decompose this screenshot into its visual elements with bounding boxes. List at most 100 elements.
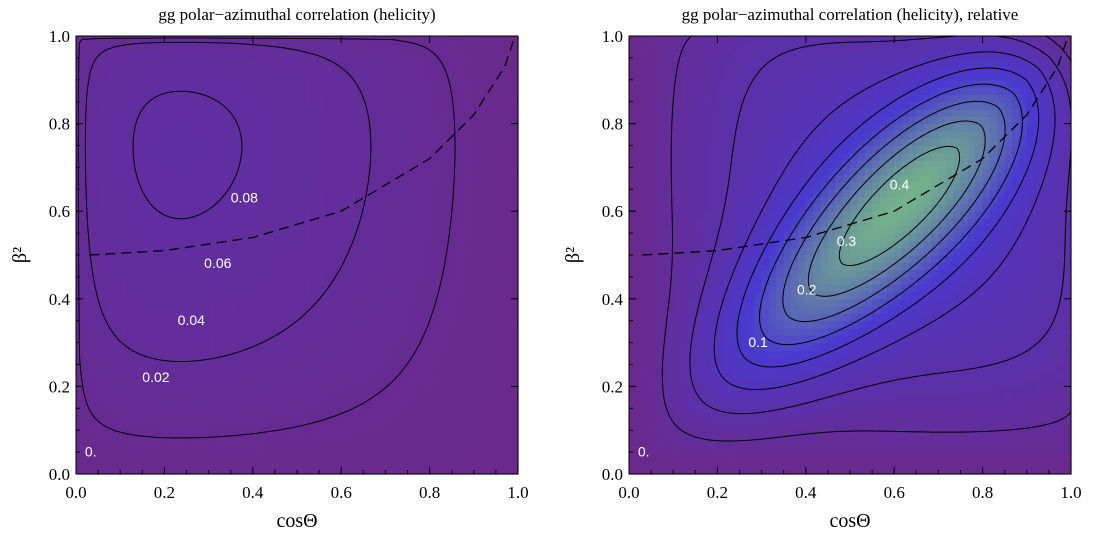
heatmap-cell (466, 211, 475, 220)
heatmap-cell (916, 357, 925, 366)
heatmap-cell (289, 306, 298, 314)
heatmap-cell (134, 167, 143, 176)
heatmap-cell (945, 349, 954, 358)
heatmap-cell (157, 459, 165, 468)
heatmap-cell (746, 430, 755, 439)
heatmap-cell (120, 65, 129, 74)
heatmap-cell (495, 291, 504, 300)
heatmap-cell (120, 269, 129, 278)
heatmap-cell (179, 401, 188, 409)
heatmap-cell (510, 189, 519, 198)
heatmap-cell (488, 240, 497, 249)
heatmap-cell (473, 328, 482, 336)
heatmap-cell (282, 138, 291, 147)
heatmap-cell (488, 189, 497, 198)
heatmap-cell (289, 94, 298, 103)
heatmap-cell (98, 379, 107, 387)
heatmap-cell (407, 401, 416, 409)
heatmap-cell (761, 393, 770, 402)
heatmap-cell (76, 79, 84, 88)
heatmap-cell (297, 233, 305, 241)
heatmap-cell (304, 291, 313, 300)
heatmap-cell (975, 342, 984, 351)
heatmap-cell (149, 364, 158, 373)
heatmap-cell (791, 415, 800, 424)
heatmap-cell (945, 430, 954, 439)
heatmap-cell (370, 123, 379, 132)
heatmap-cell (311, 357, 320, 366)
heatmap-cell (805, 342, 814, 351)
heatmap-cell (363, 328, 372, 336)
heatmap-cell (289, 167, 298, 176)
heatmap-cell (274, 145, 283, 154)
heatmap-cell (783, 335, 792, 344)
heatmap-cell (83, 255, 92, 263)
heatmap-cell (989, 357, 998, 366)
heatmap-cell (282, 101, 291, 110)
heatmap-cell (429, 145, 438, 154)
heatmap-cell (348, 364, 357, 373)
heatmap-cell (120, 123, 129, 132)
heatmap-cell (127, 276, 136, 285)
heatmap-cell (223, 72, 232, 81)
heatmap-cell (791, 430, 800, 439)
heatmap-cell (451, 36, 460, 44)
heatmap-cell (510, 408, 519, 417)
heatmap-cell (510, 123, 519, 132)
heatmap-cell (827, 437, 836, 446)
heatmap-cell (90, 284, 99, 293)
heatmap-cell (510, 444, 519, 453)
heatmap-cell (83, 262, 92, 271)
heatmap-cell (400, 87, 409, 95)
heatmap-cell (142, 138, 151, 147)
heatmap-cell (451, 233, 460, 241)
heatmap-cell (311, 145, 320, 154)
heatmap-cell (510, 320, 519, 329)
heatmap-cell (916, 415, 925, 424)
heatmap-cell (282, 313, 291, 322)
heatmap-cell (171, 130, 180, 139)
heatmap-cell (282, 57, 291, 66)
heatmap-cell (473, 393, 482, 402)
heatmap-cell (414, 393, 423, 402)
heatmap-cell (466, 415, 475, 424)
heatmap-cell (732, 466, 741, 475)
heatmap-cell (297, 349, 305, 358)
heatmap-cell (179, 152, 188, 161)
heatmap-cell (1056, 349, 1065, 358)
heatmap-cell (1026, 364, 1035, 373)
heatmap-cell (724, 386, 733, 395)
heatmap-cell (400, 276, 409, 285)
heatmap-cell (105, 276, 114, 285)
heatmap-cell (813, 371, 822, 380)
heatmap-cell (289, 189, 298, 198)
heatmap-cell (355, 57, 364, 66)
heatmap-cell (282, 437, 291, 446)
heatmap-cell (805, 335, 814, 344)
heatmap-cell (142, 393, 151, 402)
heatmap-cell (267, 167, 276, 176)
heatmap-cell (945, 371, 954, 380)
heatmap-cell (311, 371, 320, 380)
heatmap-cell (223, 160, 232, 168)
heatmap-cell (673, 349, 682, 358)
heatmap-cell (326, 437, 335, 446)
heatmap-cell (916, 437, 925, 446)
heatmap-cell (319, 342, 328, 351)
heatmap-cell (223, 393, 232, 402)
heatmap-cell (348, 452, 357, 460)
heatmap-cell (473, 36, 482, 44)
heatmap-cell (333, 167, 342, 176)
heatmap-cell (510, 262, 519, 271)
heatmap-cell (510, 130, 519, 139)
heatmap-cell (392, 320, 401, 329)
heatmap-cell (392, 313, 401, 322)
heatmap-cell (319, 408, 328, 417)
heatmap-cell (1056, 401, 1065, 409)
heatmap-cell (267, 452, 276, 460)
heatmap-cell (90, 357, 99, 366)
heatmap-cell (488, 109, 497, 117)
heatmap-cell (245, 386, 254, 395)
heatmap-cell (636, 313, 645, 322)
heatmap-cell (510, 94, 519, 103)
